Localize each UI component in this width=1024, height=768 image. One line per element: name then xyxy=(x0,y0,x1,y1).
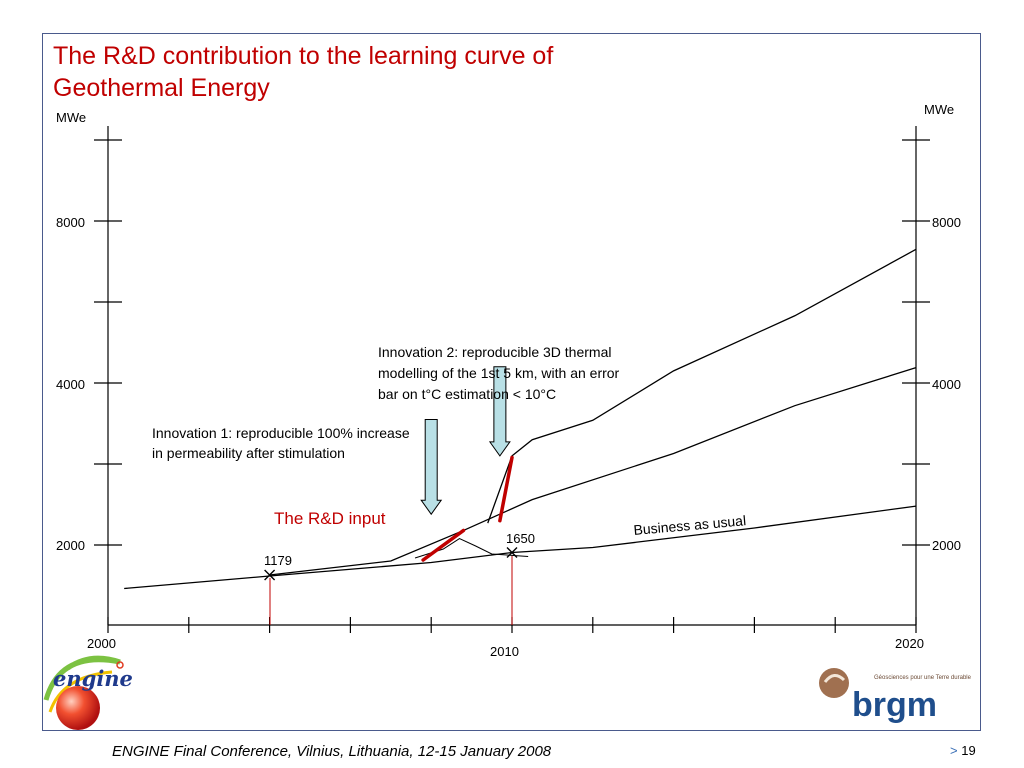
engine-logo-swoosh-yellow xyxy=(48,670,113,713)
engine-logo-small-ring xyxy=(116,661,124,669)
marker-x-1179 xyxy=(264,569,276,581)
innovation-1-line-2: in permeability after stimulation xyxy=(152,445,345,461)
innovation-arrow-2 xyxy=(488,366,511,457)
series-line-1 xyxy=(124,505,917,590)
rd-segment-1 xyxy=(421,528,466,562)
marker-x-1650 xyxy=(506,547,518,558)
y-tick-label-left-2000: 2000 xyxy=(56,538,85,553)
y-tick-label-right-8000: 8000 xyxy=(932,215,961,230)
slide-title: The R&D contribution to the learning cur… xyxy=(53,40,693,104)
innovation-1-line-1: Innovation 1: reproducible 100% increase xyxy=(152,425,410,441)
engine-logo-ball xyxy=(56,686,100,730)
title-line-2: Geothermal Energy xyxy=(53,74,270,102)
brgm-logo-ball xyxy=(819,668,849,698)
brgm-logo: Géosciences pour une Terre durable brgm xyxy=(819,668,972,724)
page-number: > 19 xyxy=(950,743,976,758)
innovation-arrow-1 xyxy=(420,418,443,516)
marker-group xyxy=(264,547,518,581)
y-tick-label-right-4000: 4000 xyxy=(932,377,961,392)
y-tick-label-left-8000: 8000 xyxy=(56,215,85,230)
engine-logo-text: engine xyxy=(53,666,133,691)
title-line-1: The R&D contribution to the learning cur… xyxy=(53,42,554,70)
x-tick-label-2000: 2000 xyxy=(87,636,116,651)
brgm-logo-name: brgm xyxy=(852,686,937,724)
footer-text: ENGINE Final Conference, Vilnius, Lithua… xyxy=(112,743,552,760)
brgm-logo-tagline: Géosciences pour une Terre durable xyxy=(874,675,972,681)
rd-input-label: The R&D input xyxy=(274,509,386,528)
business-as-usual-label: Business as usual xyxy=(633,512,747,538)
brgm-logo-highlight xyxy=(823,674,846,683)
y-tick-label-left-4000: 4000 xyxy=(56,377,85,392)
page-number-value: 19 xyxy=(961,743,976,758)
rd-segment-2 xyxy=(498,455,514,523)
rd-bump-line xyxy=(414,537,529,559)
innovation-2-line-3: bar on t°C estimation < 10°C xyxy=(378,386,556,402)
y-axis-label-left: MWe xyxy=(56,110,86,125)
y-tick-label-right-2000: 2000 xyxy=(932,538,961,553)
marker-label-1179: 1179 xyxy=(264,553,292,568)
x-tick-label-2010: 2010 xyxy=(490,644,519,659)
series-line-2 xyxy=(269,366,917,576)
arrow-group xyxy=(420,366,511,516)
rd-segments xyxy=(421,455,514,562)
y-axis-label-right: MWe xyxy=(924,102,954,117)
engine-logo: engine xyxy=(43,655,133,730)
marker-label-1650: 1650 xyxy=(506,531,535,546)
innovation-2-line-2: modelling of the 1st 5 km, with an error xyxy=(378,365,620,381)
page-prefix: > xyxy=(950,743,958,758)
slide-frame xyxy=(42,33,981,731)
x-tick-label-2020: 2020 xyxy=(895,636,924,651)
innovation-2-line-1: Innovation 2: reproducible 3D thermal xyxy=(378,344,611,360)
engine-logo-swoosh-green xyxy=(43,655,121,701)
